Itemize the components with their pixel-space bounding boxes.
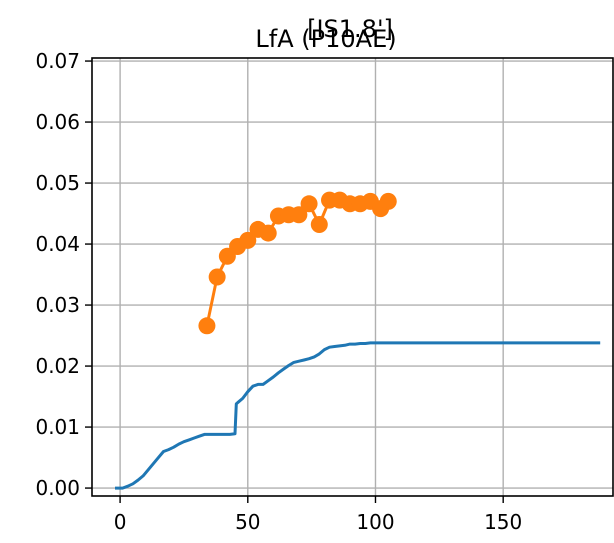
series-point-2 [379,192,397,210]
chart-title-overlap: [IS1.8'] [307,15,393,43]
y-tick-label: 0.03 [35,293,80,317]
series-point-2 [198,317,216,335]
y-tick-label: 0.06 [35,110,80,134]
y-tick-label: 0.01 [35,415,80,439]
y-tick-label: 0.07 [35,49,80,73]
x-tick-label: 100 [356,510,394,534]
x-tick-label: 0 [114,510,127,534]
y-tick-label: 0.00 [35,476,80,500]
series-point-2 [310,216,328,234]
grid-lines [92,58,613,496]
y-tick-label: 0.02 [35,354,80,378]
series-line-1 [115,341,601,490]
series-point-2 [208,268,226,286]
axis-ticks: 0 50 100 150 0.00 0.01 0.02 0.03 0.04 0.05 0.06 0.0… [35,49,522,534]
plot-series [115,191,601,490]
series-point-2 [300,195,318,213]
series-point-2 [290,206,308,224]
series-point-2 [239,231,257,249]
x-tick-label: 50 [235,510,260,534]
y-tick-label: 0.04 [35,232,80,256]
x-tick-label: 150 [484,510,522,534]
series-point-2 [259,224,277,242]
y-tick-label: 0.05 [35,171,80,195]
axes-frame [91,57,614,497]
chart-title: LfA (P10AE) [255,25,396,53]
